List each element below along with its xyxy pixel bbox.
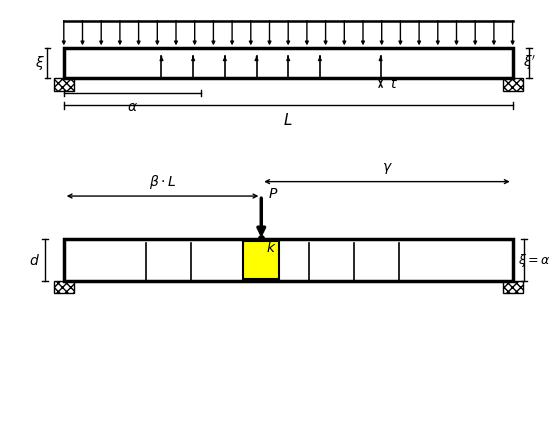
Bar [503,78,522,91]
Text: $L$: $L$ [283,112,293,128]
Text: $\xi = \alpha$: $\xi = \alpha$ [518,251,550,269]
Bar [243,241,279,280]
Text: $k$: $k$ [266,240,277,255]
Text: $t$: $t$ [390,77,398,91]
Bar [64,48,513,78]
Bar [54,281,74,293]
Bar [64,240,513,281]
Text: $P$: $P$ [268,187,278,201]
Text: $\alpha$: $\alpha$ [127,100,138,114]
Text: $\xi'$: $\xi'$ [523,54,537,72]
Text: $d$: $d$ [29,253,40,267]
Bar [54,78,74,91]
Text: $\beta \cdot L$: $\beta \cdot L$ [148,173,177,191]
Text: $\gamma$: $\gamma$ [382,161,392,176]
Bar [503,281,522,293]
Text: $\xi$: $\xi$ [35,54,45,72]
